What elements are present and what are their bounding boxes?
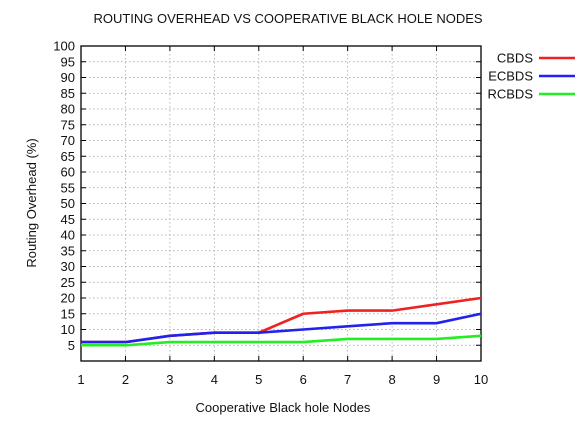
y-tick-label: 70 bbox=[61, 133, 75, 148]
series-line-rcbds bbox=[81, 334, 482, 347]
x-tick-label: 7 bbox=[344, 372, 351, 387]
y-tick-label: 90 bbox=[61, 70, 75, 85]
series-line-ecbds bbox=[81, 312, 482, 344]
x-tick-label: 4 bbox=[211, 372, 218, 387]
x-tick-label: 6 bbox=[300, 372, 307, 387]
y-tick-label: 60 bbox=[61, 165, 75, 180]
y-tick-label: 65 bbox=[61, 149, 75, 164]
y-tick-label: 30 bbox=[61, 259, 75, 274]
series-lines bbox=[81, 296, 482, 347]
y-tick-label: 15 bbox=[61, 306, 75, 321]
y-axis-label: Routing Overhead (%) bbox=[24, 138, 39, 267]
y-tick-label: 85 bbox=[61, 86, 75, 101]
x-tick-label: 3 bbox=[166, 372, 173, 387]
y-tick-label: 45 bbox=[61, 212, 75, 227]
legend-label-cbds: CBDS bbox=[497, 51, 533, 66]
legend: CBDS ECBDS RCBDS bbox=[487, 51, 575, 102]
y-tick-label: 100 bbox=[53, 39, 75, 54]
y-tick-label: 95 bbox=[61, 54, 75, 69]
y-tick-label: 55 bbox=[61, 180, 75, 195]
x-axis-ticks: 1 2 3 4 5 6 7 8 9 10 bbox=[77, 46, 488, 387]
x-tick-label: 9 bbox=[433, 372, 440, 387]
x-axis-label: Cooperative Black hole Nodes bbox=[196, 400, 371, 415]
y-tick-label: 80 bbox=[61, 102, 75, 117]
legend-label-ecbds: ECBDS bbox=[488, 69, 533, 84]
y-tick-label: 20 bbox=[61, 291, 75, 306]
x-tick-label: 8 bbox=[388, 372, 395, 387]
y-tick-label: 50 bbox=[61, 196, 75, 211]
legend-label-rcbds: RCBDS bbox=[487, 87, 533, 102]
y-tick-label: 75 bbox=[61, 117, 75, 132]
y-tick-label: 25 bbox=[61, 275, 75, 290]
y-tick-label: 5 bbox=[68, 338, 75, 353]
chart-title: ROUTING OVERHEAD VS COOPERATIVE BLACK HO… bbox=[93, 11, 482, 26]
x-tick-label: 2 bbox=[122, 372, 129, 387]
y-tick-label: 40 bbox=[61, 228, 75, 243]
x-tick-label: 1 bbox=[77, 372, 84, 387]
x-tick-label: 5 bbox=[255, 372, 262, 387]
y-tick-label: 10 bbox=[61, 322, 75, 337]
y-tick-label: 35 bbox=[61, 243, 75, 258]
x-tick-label: 10 bbox=[474, 372, 488, 387]
gridlines bbox=[81, 46, 481, 361]
series-line-cbds bbox=[81, 296, 482, 344]
